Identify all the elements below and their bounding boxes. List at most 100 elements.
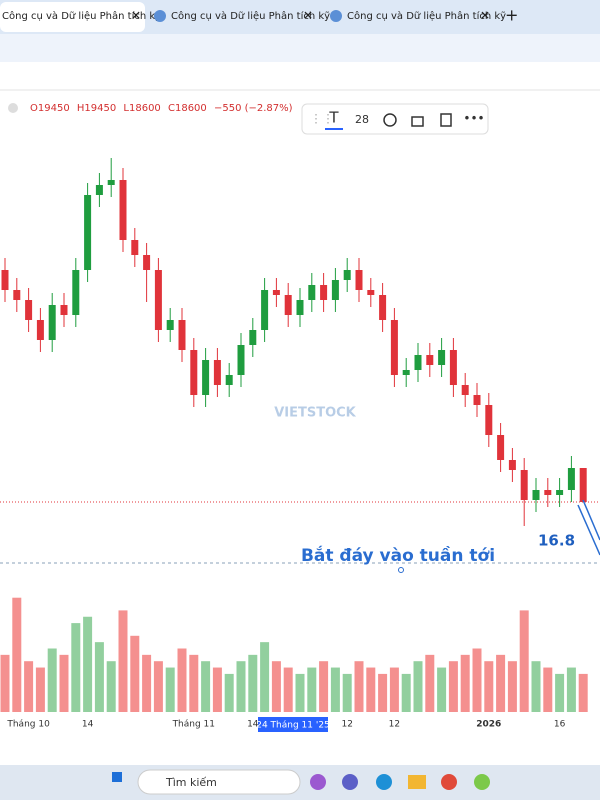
delete[interactable]	[440, 113, 452, 127]
active-tab[interactable]	[0, 2, 145, 32]
legend-low: L18600	[123, 103, 160, 114]
volume-bar	[283, 667, 293, 712]
watermark: VIETSTOCK	[274, 406, 356, 421]
volume-bar	[496, 654, 506, 712]
volume-bar	[0, 654, 10, 712]
crosshair-box	[258, 717, 328, 732]
tab-close[interactable]: ✕	[480, 9, 490, 23]
volume-bar	[507, 661, 517, 712]
anchor-point	[398, 567, 404, 573]
candle-body	[48, 305, 56, 340]
app-icon[interactable]	[342, 774, 358, 790]
volume-bar	[47, 648, 57, 712]
candle-body	[461, 385, 469, 395]
volume-bar	[366, 667, 376, 712]
tab-close[interactable]: ✕	[303, 9, 313, 23]
volume-bar	[519, 610, 529, 712]
app-icon[interactable]	[474, 774, 490, 790]
candle-body	[390, 320, 398, 375]
candle-body	[567, 468, 575, 490]
volume-bar	[201, 661, 211, 712]
x-tick-label: 12	[341, 720, 352, 730]
candle-body	[296, 300, 304, 315]
volume-bar	[566, 667, 576, 712]
volume-bar	[59, 654, 69, 712]
volume-bar	[118, 610, 128, 712]
tab-title: Công cụ và Dữ liệu Phân tích kỹ	[2, 10, 161, 22]
volume-bar	[35, 667, 45, 712]
more[interactable]: •••	[463, 112, 484, 126]
app-icon[interactable]	[310, 774, 326, 790]
candle-body	[261, 290, 269, 330]
volume-bar	[106, 661, 116, 712]
legend-open: O19450	[30, 103, 70, 114]
app-icon[interactable]	[408, 775, 426, 789]
volume-bar	[425, 654, 435, 712]
volume-bar	[354, 661, 364, 712]
candle-body	[414, 355, 422, 370]
drag-handle[interactable]: ⋮⋮	[310, 112, 334, 126]
candle-body	[438, 350, 446, 365]
candle-body	[449, 350, 457, 385]
candle-body	[520, 470, 528, 500]
x-tick-label: 14	[82, 720, 94, 730]
volume-bar	[378, 673, 388, 712]
volume-bar	[71, 623, 81, 712]
volume-bar	[389, 667, 399, 712]
legend-change: −550 (−2.87%)	[214, 103, 293, 114]
volume-bar	[189, 654, 199, 712]
volume-bar	[448, 661, 458, 712]
volume-bar	[484, 661, 494, 712]
candle-body	[508, 460, 516, 470]
volume-bar	[24, 661, 34, 712]
volume-bar	[260, 642, 270, 712]
volume-bar	[271, 661, 281, 712]
candle-body	[249, 330, 257, 345]
new-tab[interactable]: +	[505, 6, 518, 25]
candle-body	[84, 195, 92, 270]
candle-body	[320, 285, 328, 300]
lock[interactable]	[411, 116, 424, 127]
candle-body	[178, 320, 186, 350]
tab-close[interactable]: ✕	[131, 9, 141, 23]
candle-body	[272, 290, 280, 295]
candle-body	[119, 180, 127, 240]
app-icon[interactable]	[441, 774, 457, 790]
app-icon[interactable]	[376, 774, 392, 790]
volume-bar	[543, 667, 553, 712]
trend-line	[582, 499, 600, 541]
volume-bar	[248, 654, 258, 712]
volume-bar	[460, 654, 470, 712]
candle-body	[473, 395, 481, 405]
candle-body	[1, 270, 9, 290]
candle-body	[367, 290, 375, 295]
volume-bar	[177, 648, 187, 712]
volume-bar	[295, 673, 305, 712]
volume-bar	[83, 616, 93, 712]
candle-body	[95, 185, 103, 195]
candle-body	[284, 295, 292, 315]
font-size[interactable]: 28	[355, 113, 369, 126]
candle-body	[556, 490, 564, 495]
search-box[interactable]	[137, 769, 301, 795]
volume-bar	[236, 661, 246, 712]
volume-bar	[401, 673, 411, 712]
candle-body	[72, 270, 80, 315]
candle-body	[308, 285, 316, 300]
candle-body	[190, 350, 198, 395]
candle-body	[13, 290, 21, 300]
candle-body	[579, 468, 587, 502]
candle-body	[166, 320, 174, 330]
legend-toggle[interactable]	[8, 103, 18, 113]
candle-body	[213, 360, 221, 385]
volume-bar	[555, 673, 565, 712]
annotation: Bắt đáy vào tuần tới	[301, 545, 495, 566]
x-tick-label: 2026	[476, 720, 501, 730]
trend-line	[577, 504, 600, 556]
candle-body	[25, 300, 33, 320]
candle-body	[379, 295, 387, 320]
start-button[interactable]	[112, 772, 122, 782]
settings[interactable]	[383, 113, 397, 127]
tab-icon	[154, 10, 166, 22]
text-tool[interactable]: T	[328, 109, 339, 127]
